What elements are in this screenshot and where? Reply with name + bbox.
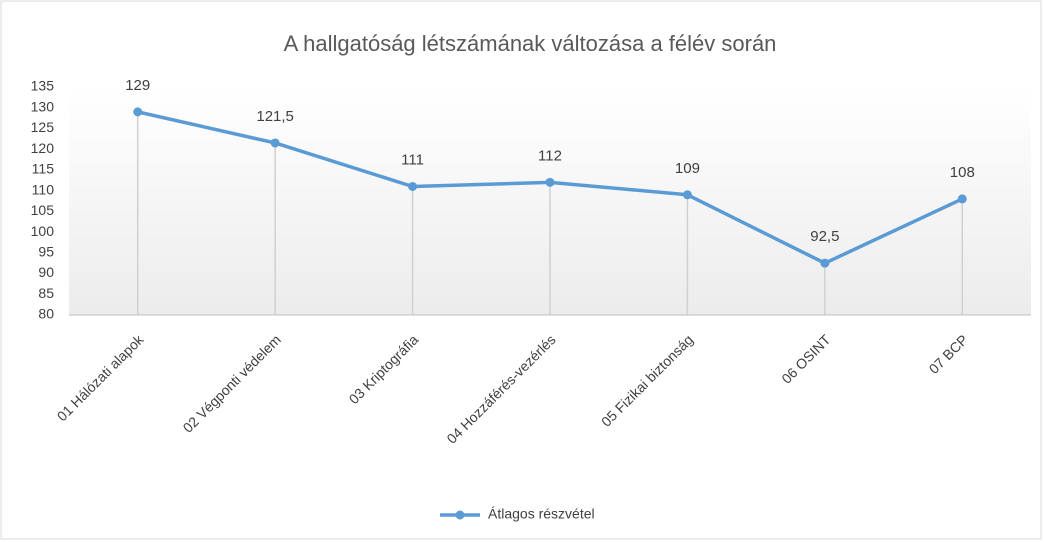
y-tick-label: 95 [38,244,54,260]
y-tick-label: 85 [38,285,54,301]
data-label: 108 [950,164,975,181]
data-label: 111 [401,151,424,168]
data-label: 129 [125,77,150,94]
data-label: 112 [538,147,562,164]
data-label: 121,5 [256,108,294,125]
legend-label: Átlagos részvétel [488,506,595,522]
data-label: 92,5 [810,228,839,245]
y-tick-label: 100 [31,223,55,239]
point [820,258,830,268]
y-tick-label: 125 [31,119,55,135]
point [408,181,418,191]
y-tick-label: 135 [31,78,55,94]
y-tick-label: 90 [38,264,54,280]
y-tick-label: 105 [31,202,55,218]
point [682,190,692,200]
y-tick-label: 110 [32,181,55,197]
point [545,177,555,187]
point [270,138,280,148]
data-label: 109 [675,160,700,177]
y-tick-label: 115 [32,161,55,177]
legend-marker [455,510,465,520]
chart-title: A hallgatóság létszámának változása a fé… [284,31,777,56]
y-tick-label: 80 [38,306,54,322]
y-tick-label: 120 [31,140,55,156]
point [957,194,967,204]
y-tick-label: 130 [31,98,55,114]
point [133,107,143,117]
